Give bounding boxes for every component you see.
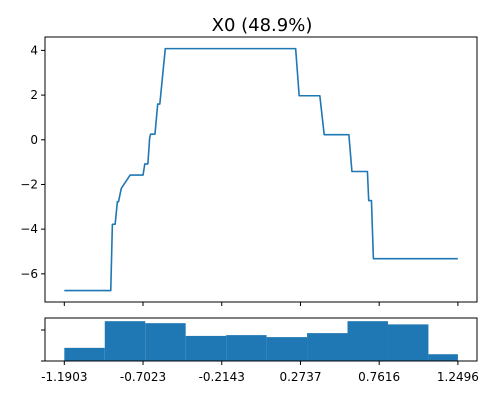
histogram-bar — [226, 335, 267, 361]
histogram-bar — [145, 323, 186, 361]
main-y-tick-label: −4 — [20, 222, 38, 236]
histogram-x-tick-label: 1.2496 — [437, 370, 479, 384]
histogram-bar — [307, 333, 348, 361]
main-y-tick-label: −2 — [20, 177, 38, 191]
histogram-plot: -1.1903 -0.7023 -0.2143 0.2737 0.7616 1.2496 — [41, 317, 479, 384]
main-plot-frame — [44, 36, 478, 303]
histogram-x-tick-label: -0.7023 — [120, 370, 166, 384]
main-y-ticks: 4 2 0 −2 −4 −6 — [20, 43, 45, 281]
histogram-x-tick-label: 0.7616 — [358, 370, 400, 384]
histogram-x-tick-label: -0.2143 — [199, 370, 245, 384]
histogram-bar — [428, 354, 458, 361]
main-y-tick-label: 0 — [30, 133, 38, 147]
main-y-tick-label: 2 — [30, 88, 38, 102]
histogram-bar — [347, 321, 388, 361]
histogram-x-ticks: -1.1903 -0.7023 -0.2143 0.2737 0.7616 1.2496 — [41, 361, 479, 384]
main-x-ticks — [63, 302, 459, 306]
histogram-bar — [185, 335, 227, 361]
main-plot: 4 2 0 −2 −4 −6 — [20, 36, 478, 306]
main-y-tick-label: 4 — [30, 43, 38, 57]
histogram-plot-frame — [44, 317, 478, 362]
histogram-y-ticks — [41, 329, 45, 362]
main-y-tick-label: −6 — [20, 267, 38, 281]
histogram-bar — [104, 321, 146, 361]
histogram-bar — [387, 324, 429, 361]
main-series-group — [64, 47, 458, 292]
histogram-bar — [64, 347, 105, 361]
histogram-x-tick-label: -1.1903 — [41, 370, 87, 384]
chart-title: X0 (48.9%) — [212, 15, 313, 36]
histogram-bars — [64, 321, 458, 361]
series-line — [64, 47, 458, 292]
histogram-bar — [266, 337, 308, 361]
histogram-x-tick-label: 0.2737 — [279, 370, 321, 384]
main-plot-area — [45, 37, 477, 302]
